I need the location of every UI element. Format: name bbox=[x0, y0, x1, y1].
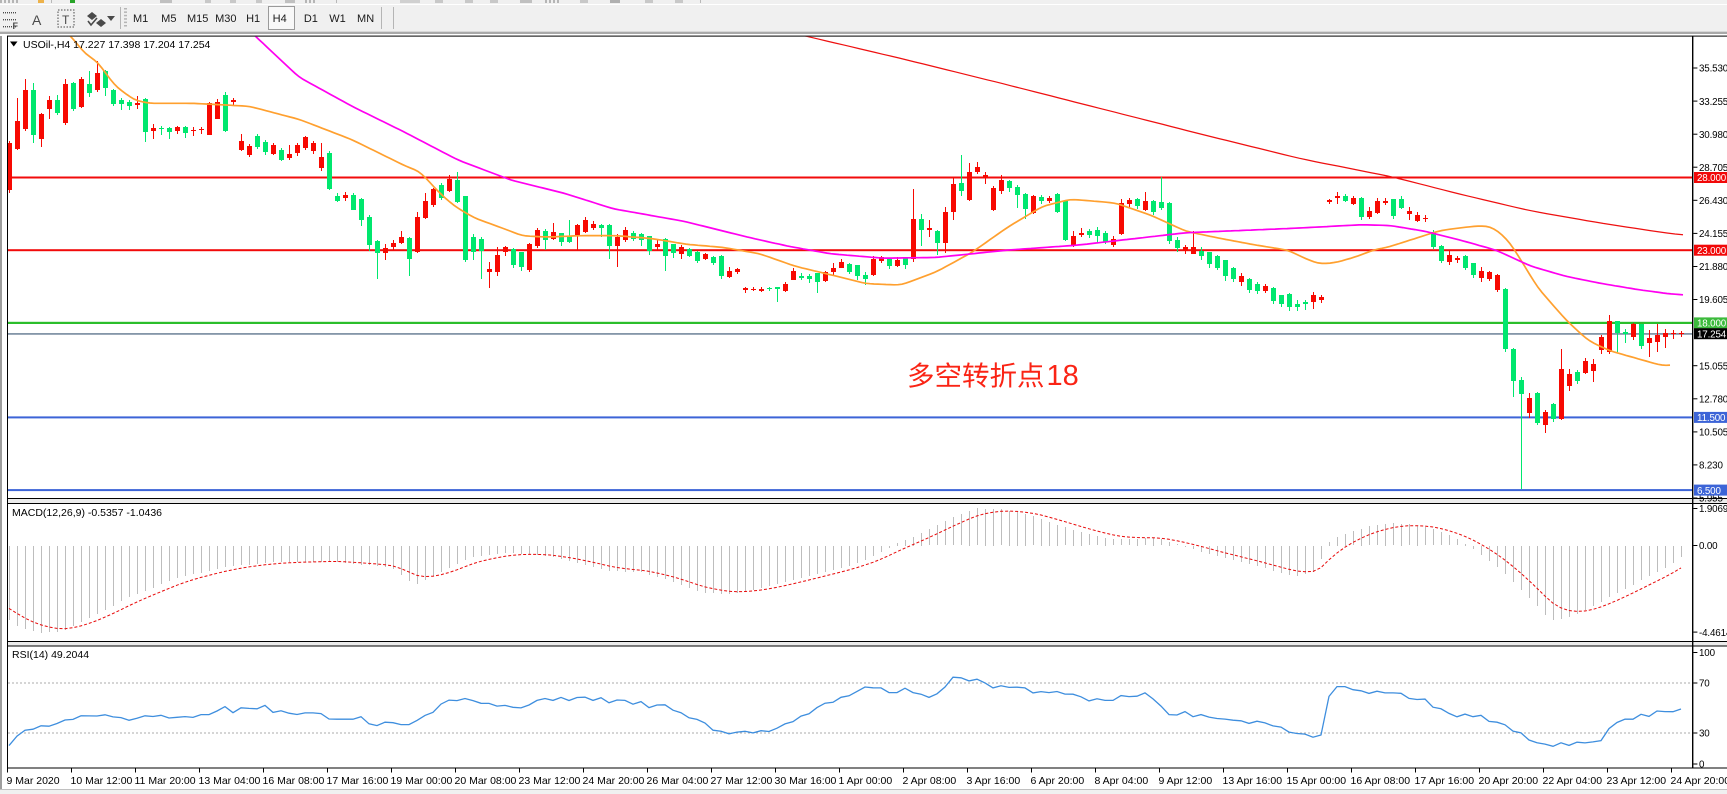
svg-text:23 Apr 12:00: 23 Apr 12:00 bbox=[1607, 775, 1667, 787]
svg-text:17 Apr 16:00: 17 Apr 16:00 bbox=[1415, 775, 1475, 787]
svg-text:T: T bbox=[62, 13, 70, 27]
svg-text:28.000: 28.000 bbox=[1697, 173, 1727, 184]
svg-text:13 Apr 16:00: 13 Apr 16:00 bbox=[1223, 775, 1283, 787]
svg-text:M15: M15 bbox=[187, 13, 208, 25]
svg-text:16 Mar 08:00: 16 Mar 08:00 bbox=[263, 775, 325, 787]
svg-text:H1: H1 bbox=[246, 13, 260, 25]
svg-text:9 Mar 2020: 9 Mar 2020 bbox=[7, 775, 60, 787]
svg-text:26.430: 26.430 bbox=[1699, 196, 1727, 207]
svg-text:USOil-,H4 17.227 17.398 17.20: USOil-,H4 17.227 17.398 17.204 17.254 bbox=[23, 39, 211, 51]
svg-text:30: 30 bbox=[1699, 729, 1710, 740]
svg-text:22 Apr 04:00: 22 Apr 04:00 bbox=[1543, 775, 1603, 787]
svg-text:15 Apr 00:00: 15 Apr 00:00 bbox=[1287, 775, 1347, 787]
svg-text:10 Mar 12:00: 10 Mar 12:00 bbox=[71, 775, 133, 787]
svg-text:70: 70 bbox=[1699, 679, 1710, 690]
svg-text:20 Mar 08:00: 20 Mar 08:00 bbox=[455, 775, 517, 787]
svg-text:6.500: 6.500 bbox=[1697, 486, 1721, 497]
svg-text:20 Apr 20:00: 20 Apr 20:00 bbox=[1479, 775, 1539, 787]
svg-text:MACD(12,26,9) -0.5357 -1.0436: MACD(12,26,9) -0.5357 -1.0436 bbox=[12, 507, 162, 519]
svg-text:33.255: 33.255 bbox=[1699, 97, 1727, 108]
svg-text:9 Apr 12:00: 9 Apr 12:00 bbox=[1159, 775, 1213, 787]
svg-text:8 Apr 04:00: 8 Apr 04:00 bbox=[1095, 775, 1149, 787]
svg-text:13 Mar 04:00: 13 Mar 04:00 bbox=[199, 775, 261, 787]
svg-text:26 Mar 04:00: 26 Mar 04:00 bbox=[647, 775, 709, 787]
svg-text:A: A bbox=[32, 12, 42, 28]
svg-text:1 Apr 00:00: 1 Apr 00:00 bbox=[839, 775, 893, 787]
svg-text:2 Apr 08:00: 2 Apr 08:00 bbox=[903, 775, 957, 787]
svg-text:15.055: 15.055 bbox=[1699, 361, 1727, 372]
svg-text:-4.4614: -4.4614 bbox=[1699, 628, 1727, 639]
svg-text:28.705: 28.705 bbox=[1699, 163, 1727, 174]
svg-text:16 Apr 08:00: 16 Apr 08:00 bbox=[1351, 775, 1411, 787]
svg-text:6 Apr 20:00: 6 Apr 20:00 bbox=[1031, 775, 1085, 787]
svg-text:12.780: 12.780 bbox=[1699, 395, 1727, 406]
svg-text:M5: M5 bbox=[161, 13, 176, 25]
svg-text:MN: MN bbox=[357, 13, 374, 25]
svg-text:17.254: 17.254 bbox=[1697, 329, 1727, 340]
svg-text:8.230: 8.230 bbox=[1699, 461, 1723, 472]
svg-text:18.000: 18.000 bbox=[1697, 319, 1727, 330]
svg-text:M30: M30 bbox=[215, 13, 236, 25]
svg-text:W1: W1 bbox=[329, 13, 346, 25]
svg-text:19.605: 19.605 bbox=[1699, 295, 1727, 306]
svg-text:24 Mar 20:00: 24 Mar 20:00 bbox=[583, 775, 645, 787]
svg-text:27 Mar 12:00: 27 Mar 12:00 bbox=[711, 775, 773, 787]
svg-text:M1: M1 bbox=[133, 13, 148, 25]
svg-text:23 Mar 12:00: 23 Mar 12:00 bbox=[519, 775, 581, 787]
svg-text:11.500: 11.500 bbox=[1697, 413, 1726, 424]
svg-text:100: 100 bbox=[1699, 648, 1716, 659]
svg-text:18: 18 bbox=[1047, 360, 1079, 392]
svg-text:35.530: 35.530 bbox=[1699, 64, 1727, 75]
svg-text:F: F bbox=[13, 21, 19, 31]
svg-text:23.000: 23.000 bbox=[1697, 246, 1727, 257]
svg-text:3 Apr 16:00: 3 Apr 16:00 bbox=[967, 775, 1021, 787]
svg-text:17 Mar 16:00: 17 Mar 16:00 bbox=[327, 775, 389, 787]
svg-text:RSI(14) 49.2044: RSI(14) 49.2044 bbox=[12, 649, 89, 661]
svg-text:D1: D1 bbox=[304, 13, 318, 25]
svg-text:10.505: 10.505 bbox=[1699, 428, 1727, 439]
svg-text:0.00: 0.00 bbox=[1699, 541, 1718, 552]
svg-text:1.9069: 1.9069 bbox=[1699, 504, 1727, 515]
svg-text:24.155: 24.155 bbox=[1699, 229, 1727, 240]
svg-text:11 Mar 20:00: 11 Mar 20:00 bbox=[135, 775, 196, 787]
svg-text:21.880: 21.880 bbox=[1699, 262, 1727, 273]
svg-text:30 Mar 16:00: 30 Mar 16:00 bbox=[775, 775, 837, 787]
svg-text:24 Apr 20:00: 24 Apr 20:00 bbox=[1671, 775, 1727, 787]
svg-text:0: 0 bbox=[1699, 760, 1705, 771]
svg-text:30.980: 30.980 bbox=[1699, 130, 1727, 141]
svg-text:H4: H4 bbox=[273, 13, 287, 25]
svg-text:19 Mar 00:00: 19 Mar 00:00 bbox=[391, 775, 453, 787]
svg-text:5.955: 5.955 bbox=[1699, 494, 1723, 505]
